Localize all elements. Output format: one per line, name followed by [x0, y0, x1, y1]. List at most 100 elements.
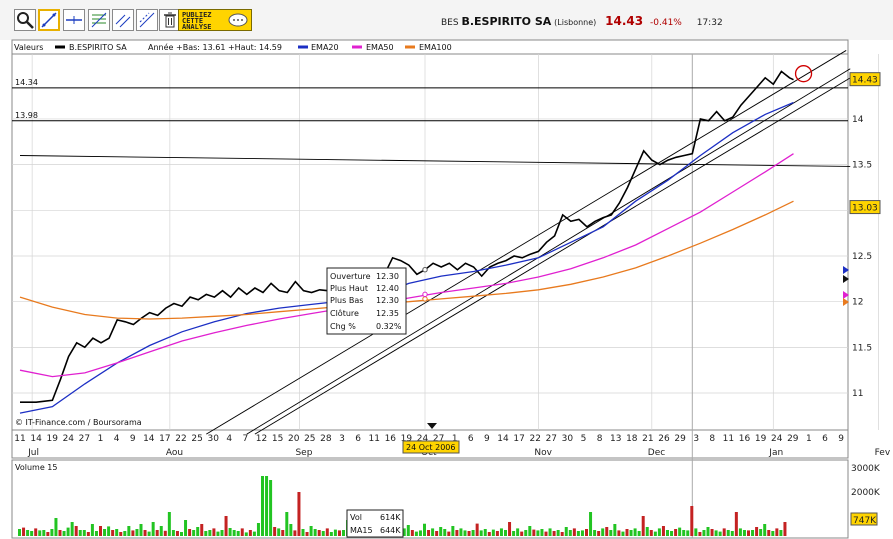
y-tick-label: 14 [852, 115, 864, 125]
x-tick-label: 14 [497, 434, 509, 444]
volume-bar [431, 528, 435, 536]
volume-bar [123, 531, 127, 536]
volume-bar [751, 530, 755, 536]
volume-bar [653, 531, 657, 536]
cursor-date-box [402, 440, 460, 454]
volume-bar [670, 531, 674, 536]
volume-bar [86, 532, 90, 536]
volume-bar [171, 530, 175, 536]
cursor-date-label: 24 Oct 2006 [406, 443, 455, 452]
volume-tag-box [850, 512, 878, 526]
volume-bar [686, 530, 690, 536]
volume-bar [317, 530, 321, 536]
volume-bar [159, 526, 163, 536]
ema20-line [19, 101, 794, 414]
volume-bar [609, 530, 613, 536]
x-tick-label: 17 [513, 434, 524, 444]
volume-tick-2000k: 2000K [851, 488, 881, 498]
volume-bar [82, 530, 86, 536]
volume-bar [702, 530, 706, 536]
tooltip-val-open: 12.30 [376, 272, 399, 281]
quote-code: BES [441, 18, 459, 28]
volume-bar [734, 512, 738, 536]
volume-bar [204, 531, 208, 536]
y-tick-label: 11 [852, 389, 863, 399]
x-tick-label: 24 [417, 434, 429, 444]
volume-bar [779, 530, 783, 536]
credit: © IT-Finance.com / Boursorama [15, 418, 142, 427]
volume-bar [467, 531, 471, 536]
x-tick-label: 17 [159, 434, 170, 444]
quote-time: 17:32 [696, 18, 723, 28]
x-tick-label: 16 [385, 434, 397, 444]
volume-bar [180, 532, 183, 536]
volume-bar [293, 530, 297, 536]
volume-bar [580, 530, 584, 536]
x-tick-label: 12 [256, 434, 267, 444]
parallel-lines-icon[interactable] [112, 9, 134, 31]
volume-bar [633, 528, 637, 536]
volume-header: Volume 15 3000K 2000K 747K [15, 463, 881, 526]
publiez-analyse-button[interactable]: PUBLIEZ CETTE ANALYSE [178, 9, 252, 31]
volume-bar [593, 530, 597, 536]
x-tick-label: 27 [433, 434, 444, 444]
volume-bar [301, 529, 305, 536]
volume-bar [439, 527, 443, 536]
ema100-edge-marker-icon [843, 298, 849, 306]
cursor-date: 24 Oct 2006 [402, 423, 460, 454]
quote-exchange: (Lisbonne) [554, 18, 597, 27]
trend-line-icon[interactable] [38, 9, 60, 31]
volume-bar [127, 526, 131, 536]
price-series-line [20, 70, 794, 404]
x-tick-label: 6 [822, 434, 828, 444]
volume-bar [572, 528, 576, 536]
volume-bar [678, 527, 682, 536]
tooltip-key-close: Clôture [330, 308, 359, 318]
volume-bar [499, 528, 503, 536]
zoom-icon[interactable] [14, 9, 36, 31]
volume-bar [568, 530, 572, 536]
volume-bar [406, 525, 410, 536]
tooltip-key-high: Plus Haut [330, 284, 368, 293]
x-tick-label: 5 [581, 434, 587, 444]
volume-bar [46, 532, 50, 536]
fibonacci-icon[interactable] [88, 9, 110, 31]
trend-line-channel-bottom [254, 77, 851, 435]
price-tag-label: 13.03 [852, 204, 878, 214]
volume-key-ma15: MA15 [350, 526, 373, 535]
ema20-edge-marker-icon [843, 266, 849, 274]
volume-bar [22, 527, 26, 536]
volume-bar [589, 512, 593, 536]
x-tick-label: 21 [642, 434, 653, 444]
x-tick-label: 19 [401, 434, 413, 444]
x-tick-label: 27 [546, 434, 557, 444]
volume-bar [224, 516, 228, 536]
volume-bar [512, 531, 516, 536]
volume-bar [289, 524, 293, 536]
x-tick-label: 6 [355, 434, 361, 444]
volume-tooltip: Vol 614K MA15 644K [346, 509, 404, 538]
volume-bar [74, 526, 78, 536]
volume-bar [536, 530, 540, 536]
volume-bar [763, 524, 767, 536]
last-price-circle-icon [794, 65, 813, 83]
volume-bar [463, 530, 467, 536]
hover-marker-ema50 [422, 291, 428, 298]
volume-bar [236, 531, 240, 536]
volume-bar [629, 530, 633, 536]
x-tick-label: 19 [46, 434, 58, 444]
x-tick-label: 15 [272, 434, 283, 444]
x-tick-label: 6 [468, 434, 474, 444]
volume-bar [621, 531, 625, 536]
volume-bar [94, 531, 98, 536]
volume-val-vol: 614K [380, 513, 401, 522]
channel-icon[interactable] [136, 9, 158, 31]
volume-bar [576, 531, 580, 536]
volume-bar [479, 530, 483, 536]
volume-bar [34, 528, 38, 536]
volume-bar [471, 530, 475, 536]
x-tick-label: 22 [175, 434, 186, 444]
volume-bar [674, 529, 678, 536]
horizontal-line-icon[interactable] [63, 9, 85, 31]
